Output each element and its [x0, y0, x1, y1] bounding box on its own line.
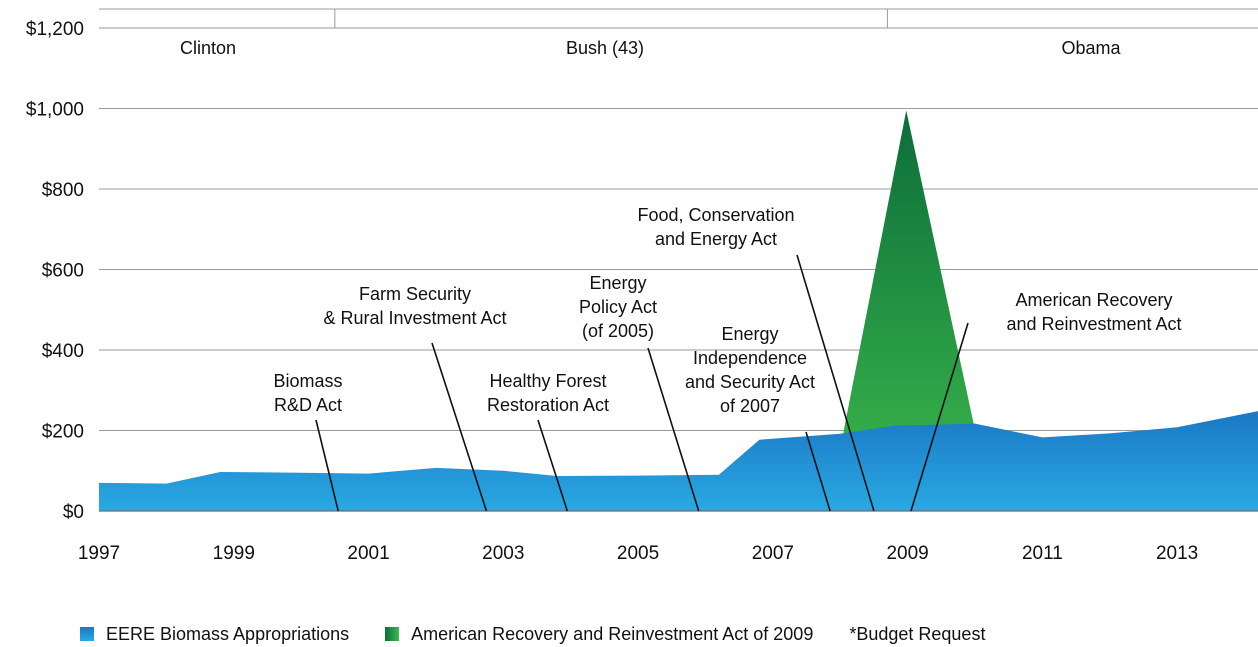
legend-label: American Recovery and Reinvestment Act o… [411, 623, 814, 644]
x-tick-label: 2013 [1156, 543, 1198, 564]
y-axis-ticks: $0 $200 $400 $600 $800 $1,000 $1,200 [26, 19, 84, 523]
x-tick-label: 2011 [1022, 543, 1063, 564]
legend-label: *Budget Request [849, 623, 986, 644]
president-label: Obama [1061, 38, 1121, 58]
y-tick-label: $0 [63, 502, 84, 523]
annotation-label: Energy [589, 273, 646, 293]
legislation-annotations: Biomass R&D Act Farm Security & Rural Inves… [273, 205, 1182, 512]
area-eere-biomass [99, 411, 1258, 511]
biomass-funding-chart: $0 $200 $400 $600 $800 $1,000 $1,200 1997 1999 2… [26, 8, 1258, 564]
annotation-label: and Energy Act [655, 229, 777, 249]
annotation-leader-line [315, 419, 339, 512]
annotation-leader-line [805, 431, 831, 512]
annotation-label: Food, Conservation [637, 205, 794, 225]
annotation-label: & Rural Investment Act [323, 308, 506, 328]
x-tick-label: 2001 [347, 543, 389, 564]
legend: EERE Biomass Appropriations American Rec… [80, 622, 1021, 646]
annotation-label: American Recovery [1015, 290, 1172, 310]
annotation-label: R&D Act [274, 395, 342, 415]
annotation-label: of 2007 [720, 396, 780, 416]
legend-item-budget-request: *Budget Request [849, 624, 985, 645]
x-tick-label: 2009 [886, 543, 928, 564]
annotation-leader-line [537, 419, 569, 512]
y-tick-label: $1,000 [26, 100, 84, 121]
y-tick-label: $1,200 [26, 19, 84, 40]
annotation-label: Energy [721, 324, 778, 344]
annotation-label: and Reinvestment Act [1006, 314, 1181, 334]
annotation-label: (of 2005) [582, 321, 654, 341]
x-axis-ticks: 1997 1999 2001 2003 2005 2007 2009 2011 2013 [78, 543, 1198, 564]
annotation-label: Independence [693, 348, 807, 368]
legend-item-arra: American Recovery and Reinvestment Act o… [385, 624, 813, 645]
annotation-label: Policy Act [579, 297, 657, 317]
x-tick-label: 2005 [617, 543, 659, 564]
legend-item-eere: EERE Biomass Appropriations [80, 624, 349, 645]
legend-swatch-blue [80, 627, 94, 641]
annotation-label: Farm Security [359, 284, 471, 304]
annotation-leader-line [910, 322, 969, 512]
y-tick-label: $600 [42, 261, 84, 282]
y-tick-label: $400 [42, 341, 84, 362]
president-label: Bush (43) [566, 38, 644, 58]
x-tick-label: 2007 [752, 543, 794, 564]
x-tick-label: 1999 [213, 543, 255, 564]
legend-label: EERE Biomass Appropriations [106, 623, 350, 644]
x-tick-label: 1997 [78, 543, 120, 564]
annotation-label: Restoration Act [487, 395, 609, 415]
annotation-label: Healthy Forest [489, 371, 606, 391]
series-areas [99, 110, 1258, 512]
y-tick-label: $200 [42, 422, 84, 443]
annotation-label: Biomass [273, 371, 342, 391]
president-bands: Clinton Bush (43) Obama [180, 9, 1122, 58]
legend-swatch-green [385, 627, 400, 641]
y-tick-label: $800 [42, 180, 84, 201]
annotation-leader-line [796, 254, 875, 512]
annotation-leader-line [647, 347, 700, 512]
president-label: Clinton [180, 38, 236, 58]
gridlines [99, 8, 1258, 431]
annotation-leader-line [431, 342, 488, 512]
annotation-label: and Security Act [685, 372, 815, 392]
x-tick-label: 2003 [482, 543, 524, 564]
